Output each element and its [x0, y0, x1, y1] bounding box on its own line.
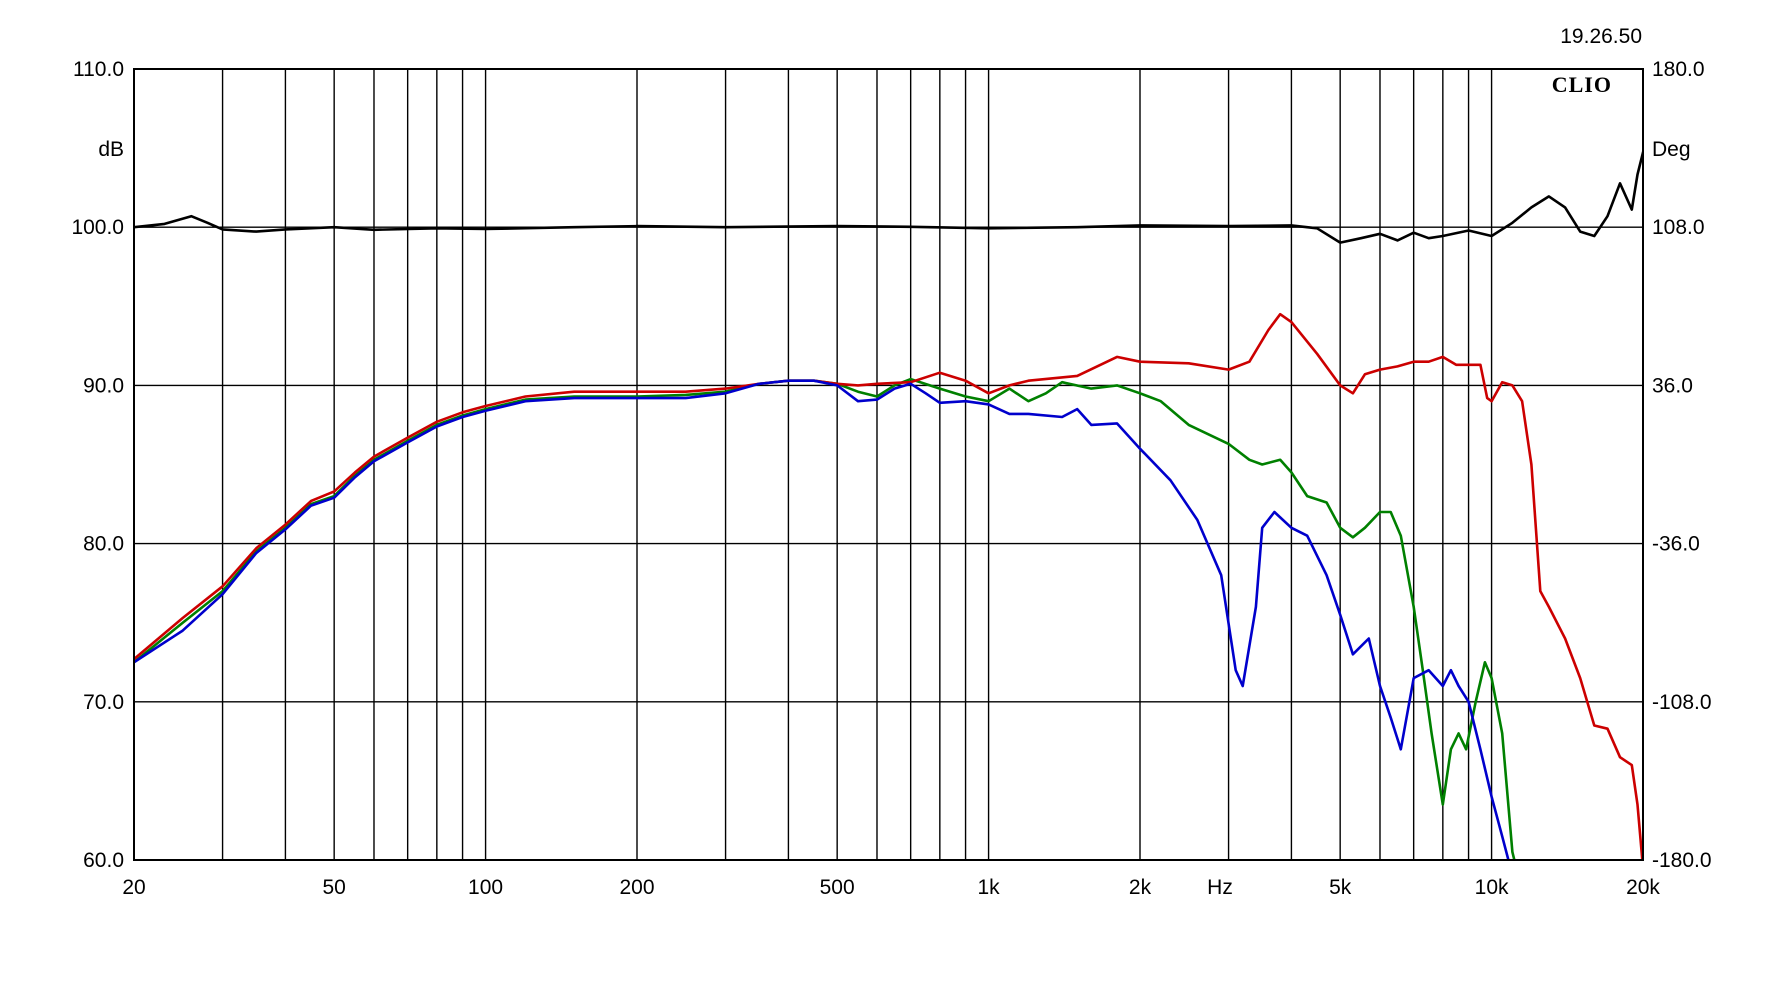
- y2-axis-title: Deg: [1652, 138, 1691, 161]
- y-axis-title: dB: [98, 138, 124, 161]
- y2-tick-label: 180.0: [1652, 58, 1705, 81]
- plot-frame: [133, 68, 1644, 861]
- x-tick-label: 10k: [1475, 876, 1509, 899]
- series-group: [134, 147, 1643, 860]
- x-tick-label: 20k: [1626, 876, 1660, 899]
- clio-logo: CLIO: [1552, 72, 1612, 97]
- y2-tick-label: 36.0: [1652, 374, 1693, 397]
- y2-tick-label: -36.0: [1652, 533, 1700, 556]
- y-tick-label: 60.0: [83, 849, 124, 872]
- response-curve-1: [134, 377, 1516, 860]
- y-tick-label: 90.0: [83, 374, 124, 397]
- x-tick-label: 50: [322, 876, 345, 899]
- x-tick-label: 5k: [1329, 876, 1352, 899]
- response-curve-2: [134, 312, 1643, 860]
- y-tick-label: 110.0: [73, 58, 124, 81]
- x-tick-label: 100: [468, 876, 503, 899]
- y-tick-label: 70.0: [83, 691, 124, 714]
- y-tick-label: 100.0: [71, 216, 124, 239]
- y2-tick-label: 108.0: [1652, 216, 1705, 239]
- x-tick-label: 20: [122, 876, 145, 899]
- phase-curve: [134, 147, 1643, 244]
- x-tick-label: 1k: [977, 876, 1000, 899]
- x-tick-label: 2k: [1129, 876, 1152, 899]
- response-curve-3: [134, 379, 1510, 860]
- x-tick-label: 500: [820, 876, 855, 899]
- x-tick-label: 200: [619, 876, 654, 899]
- y-tick-label: 80.0: [83, 533, 124, 556]
- axis-labels: 20 50 100 200 500 1k 2k 5k 10k 20k 110.0 100.0 90.0 8…: [71, 58, 1711, 899]
- timestamp: 19.26.50: [1560, 25, 1642, 48]
- grid-lines: [133, 68, 1644, 861]
- y2-tick-label: -180.0: [1652, 849, 1712, 872]
- x-axis-title: Hz: [1207, 876, 1233, 899]
- y2-tick-label: -108.0: [1652, 691, 1712, 714]
